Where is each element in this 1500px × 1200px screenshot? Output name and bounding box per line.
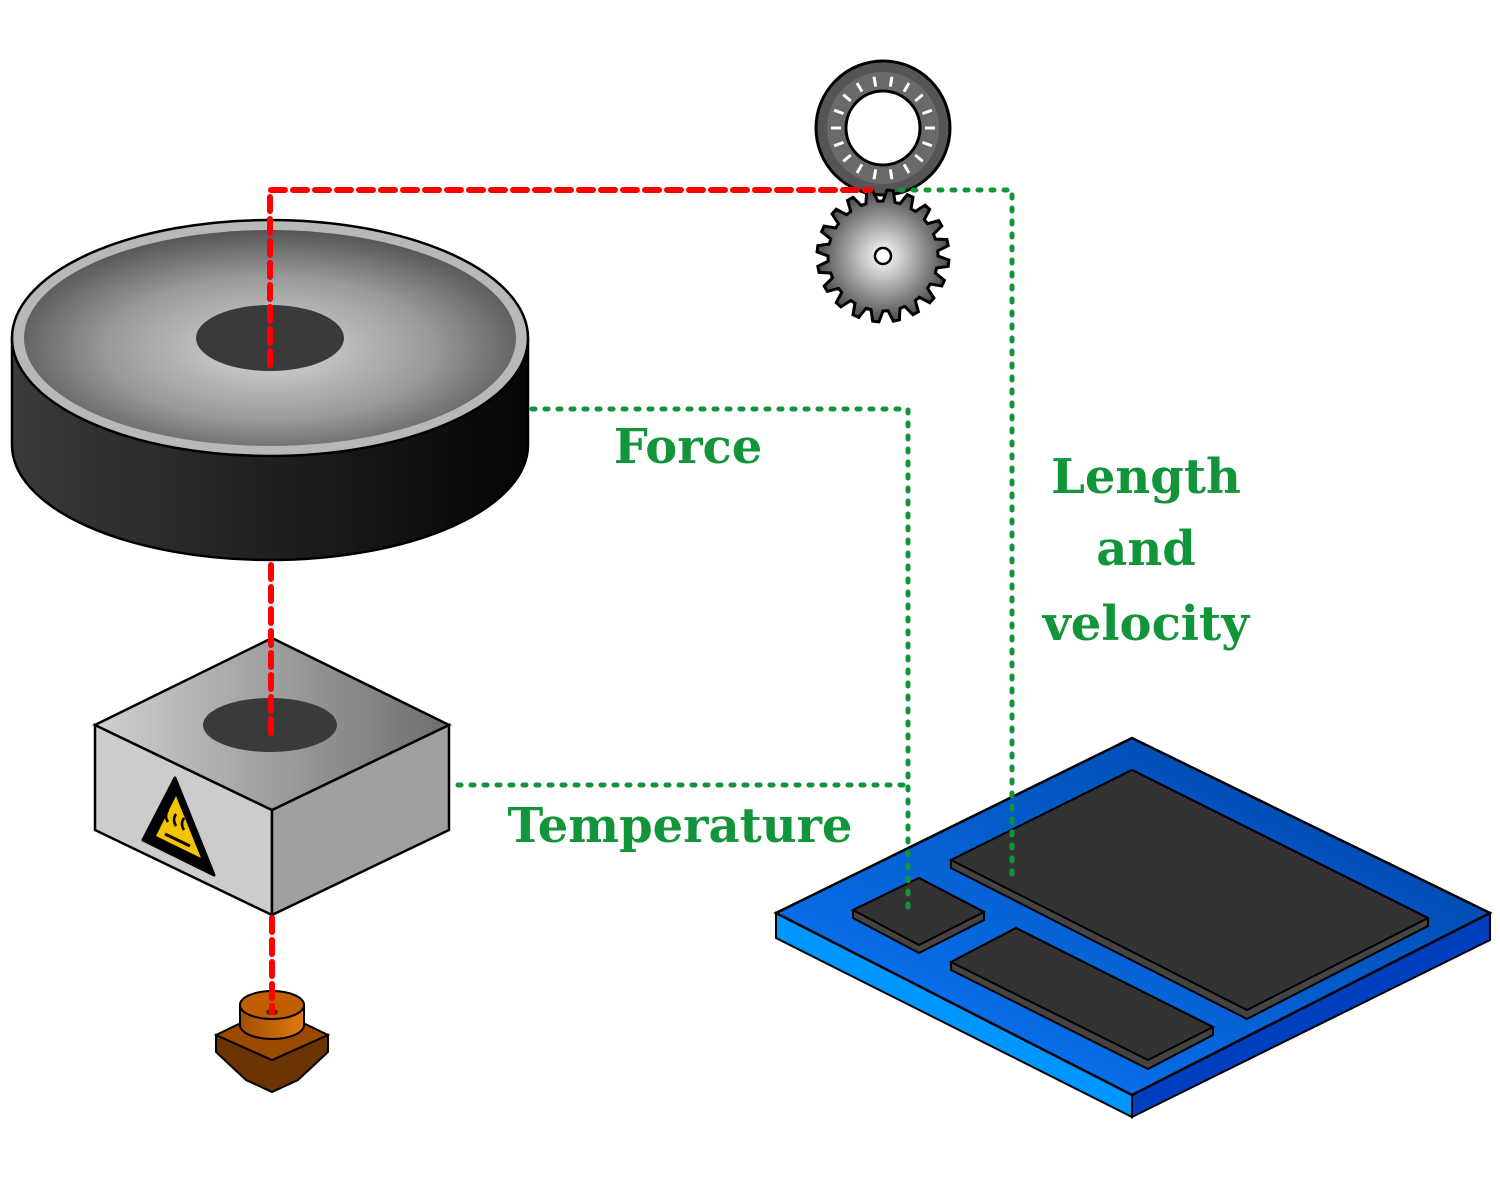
bearing-tick <box>833 140 845 148</box>
length-sensor-line <box>897 187 1015 881</box>
bearing-tick <box>842 93 852 103</box>
bearing-tick <box>914 153 924 163</box>
length-label-line3: velocity <box>1042 596 1251 652</box>
sensor-lines <box>455 187 1015 913</box>
force-label: Force <box>614 419 763 475</box>
length-label-line2: and <box>1096 521 1196 577</box>
bearing-tick <box>872 76 878 87</box>
bearing-tick <box>921 108 933 116</box>
length-label-line1: Length <box>1051 449 1241 505</box>
bearing-tick <box>833 108 845 116</box>
bearing-tick <box>842 153 852 163</box>
force-sensor-line <box>529 406 911 913</box>
drive-gear-icon <box>815 188 951 324</box>
bearing-tick <box>914 93 924 103</box>
bearing-tick <box>888 76 894 87</box>
bearing-tick <box>855 163 864 174</box>
hot-surface-warning-icon <box>141 776 216 877</box>
filament-path <box>267 187 873 1015</box>
bearing-tick <box>902 163 911 174</box>
bearing-tick <box>921 140 933 148</box>
idler-bearing-icon <box>814 59 952 197</box>
temperature-label: Temperature <box>508 798 853 854</box>
control-board-icon <box>773 736 1493 1119</box>
bearing-tick <box>902 82 911 93</box>
bearing-tick <box>888 169 894 180</box>
bearing-tick <box>855 82 864 93</box>
bearing-tick <box>872 169 878 180</box>
